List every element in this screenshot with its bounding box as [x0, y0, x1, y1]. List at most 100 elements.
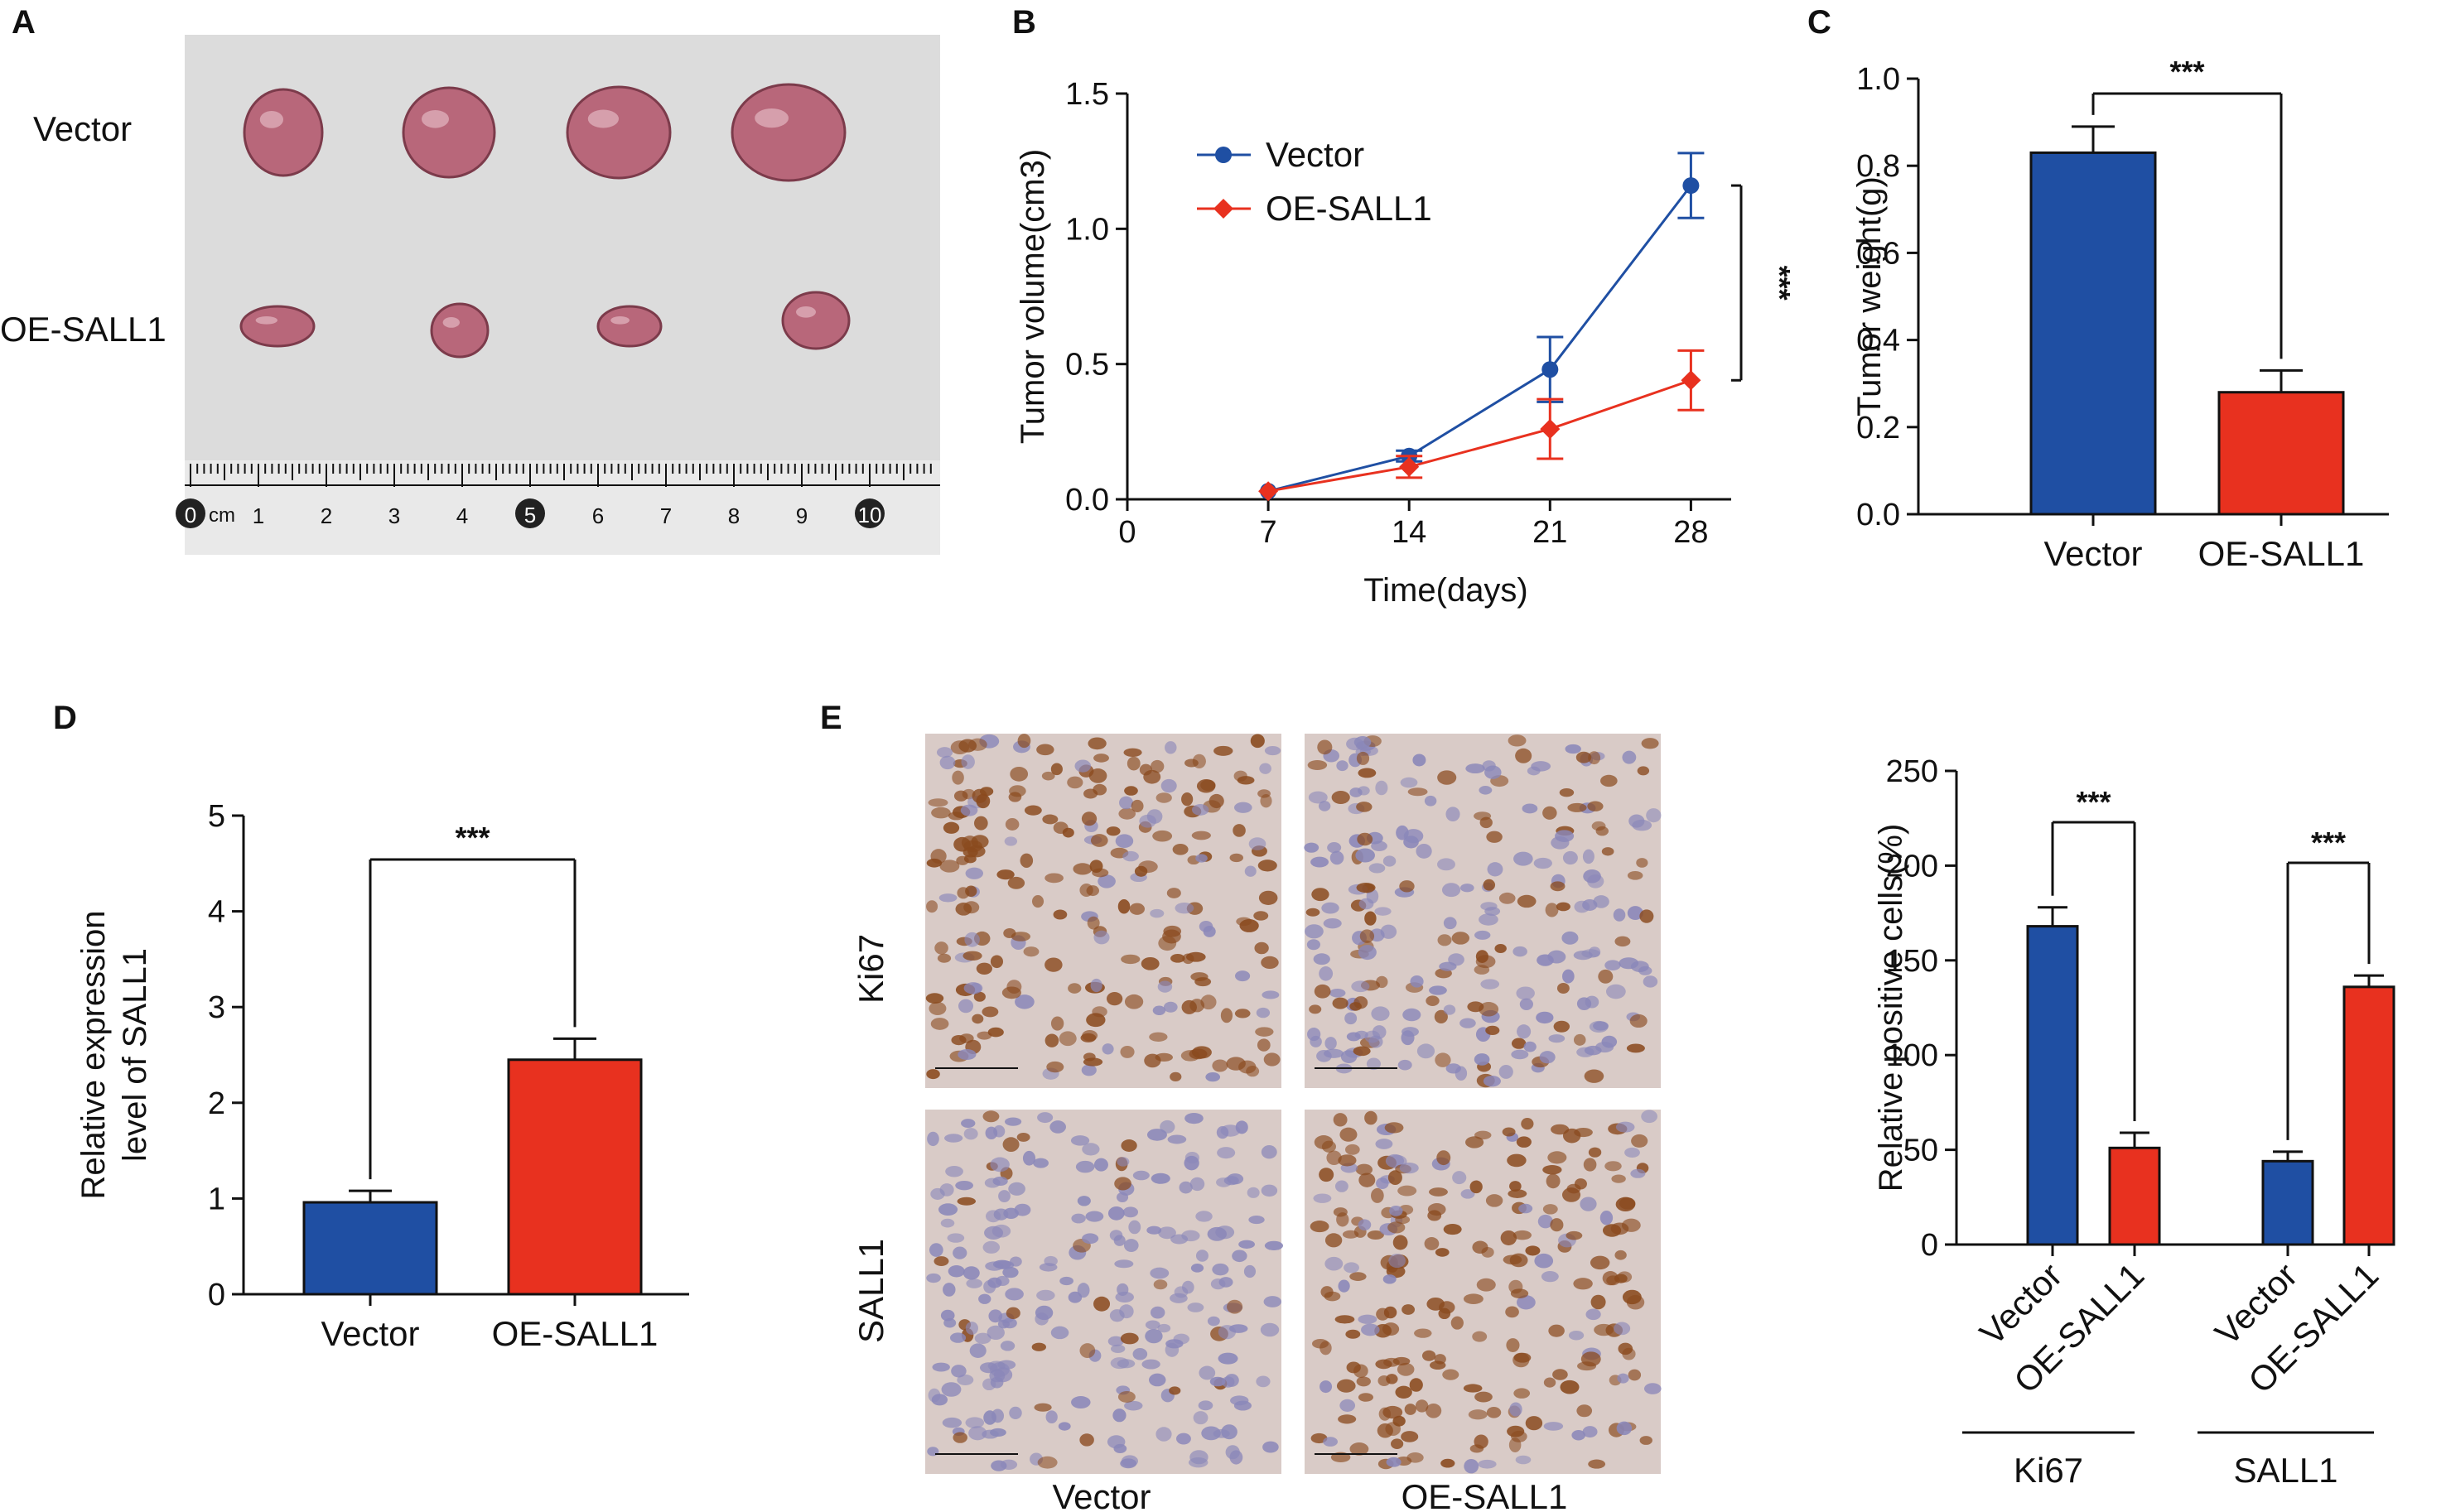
positive-cell	[1006, 980, 1022, 994]
negative-cell	[1188, 1457, 1209, 1468]
negative-cell	[1536, 1011, 1554, 1024]
negative-cell	[1184, 1155, 1199, 1171]
positive-cell	[1486, 831, 1503, 843]
stain-label-sall1: SALL1	[852, 1239, 890, 1343]
positive-cell	[1548, 1324, 1565, 1337]
negative-cell	[1585, 1308, 1601, 1321]
expression-y-tick-label: 5	[208, 799, 225, 834]
negative-cell	[1582, 849, 1594, 864]
negative-cell	[1397, 1059, 1412, 1071]
positive-cell	[1324, 1233, 1343, 1248]
negative-cell	[1233, 802, 1252, 813]
positive-cell	[1181, 792, 1194, 807]
ruler-number: 3	[388, 503, 400, 528]
negative-cell	[927, 1131, 939, 1147]
positive-cell	[1073, 863, 1093, 875]
negative-cell	[1050, 1326, 1069, 1340]
negative-cell	[1372, 1025, 1387, 1039]
positive-cell	[1358, 1393, 1373, 1402]
positive-cell	[1253, 911, 1269, 921]
positive-cell	[1339, 1127, 1358, 1142]
negative-cell	[1230, 1395, 1249, 1406]
positive-cell	[925, 993, 944, 1004]
negative-cell	[951, 1365, 967, 1378]
positive-cell	[1498, 892, 1516, 904]
positive-cell	[1050, 763, 1063, 776]
negative-cell	[1173, 1333, 1190, 1345]
negative-cell	[1071, 1213, 1086, 1224]
positive-cell	[1087, 916, 1100, 930]
positive-cell	[1550, 1218, 1564, 1232]
point-oe-sall1	[1681, 370, 1701, 391]
negative-cell	[939, 755, 956, 770]
weight-y-tick-label: 0.6	[1856, 236, 1900, 271]
negative-cell	[1581, 949, 1600, 958]
negative-cell	[1179, 1181, 1193, 1194]
negative-cell	[1262, 1441, 1279, 1453]
positive-cell	[1311, 888, 1329, 902]
negative-cell	[1316, 1049, 1332, 1062]
positive-cell	[943, 821, 960, 834]
positive-cell	[1349, 1002, 1362, 1011]
positive-cell	[1435, 1052, 1451, 1067]
positive-cell	[1149, 1032, 1168, 1042]
positive-cell	[1507, 1425, 1525, 1437]
negative-cell	[1583, 869, 1601, 884]
negative-cell	[1388, 1253, 1406, 1269]
positive-cell	[1614, 936, 1631, 947]
negative-cell	[1165, 741, 1177, 754]
positive-cell	[1479, 816, 1493, 829]
negative-cell	[1484, 765, 1502, 779]
weight-y-tick-label: 0.2	[1856, 411, 1900, 445]
positive-cell	[1442, 1369, 1459, 1380]
panel-a-photo: 0 1 2 3 4 5 6 7 8 9 10 cm Vector OE-SALL1	[0, 35, 940, 555]
positive-cell	[1255, 1027, 1274, 1037]
tumor-specimen	[430, 302, 490, 359]
negative-cell	[1585, 995, 1599, 1009]
positive-cell	[1358, 768, 1377, 778]
negative-cell	[1044, 1255, 1058, 1267]
negative-cell	[1584, 1045, 1602, 1056]
positive-cell	[1121, 1139, 1137, 1152]
negative-cell	[998, 1190, 1011, 1203]
negative-cell	[1366, 1057, 1381, 1071]
negative-cell	[1441, 883, 1461, 898]
group-label-sall1: SALL1	[2233, 1451, 2337, 1490]
negative-cell	[1107, 1206, 1125, 1221]
weight-y-axis-title: Tumor weight(g)	[1851, 176, 1888, 417]
positive-cell	[1050, 1016, 1064, 1031]
positive-cell	[1155, 792, 1172, 803]
negative-cell	[1376, 1177, 1389, 1190]
positive-cell	[1011, 932, 1031, 941]
negative-cell	[1452, 1171, 1467, 1185]
tumor-specimen	[596, 305, 663, 348]
negative-cell	[1416, 843, 1432, 859]
positive-cell	[996, 869, 1015, 880]
negative-cell	[1561, 931, 1579, 945]
positive-cell	[1401, 1431, 1419, 1442]
negative-cell	[1624, 1147, 1640, 1158]
positive-cell	[1120, 1332, 1139, 1345]
positive-cell	[1556, 982, 1570, 994]
negative-cell	[1355, 848, 1375, 863]
negative-cell	[931, 1394, 948, 1406]
positive-cell	[1594, 1323, 1614, 1336]
negative-cell	[1593, 1021, 1609, 1031]
negative-cell	[983, 1279, 996, 1294]
expression-y-tick-label: 0	[208, 1278, 225, 1312]
negative-cell	[1582, 1426, 1598, 1438]
volume-x-tick-label: 28	[1673, 515, 1708, 550]
tumor-specimens	[239, 83, 851, 359]
negative-cell	[1358, 898, 1374, 910]
negative-cell	[1146, 809, 1163, 824]
positive-cell	[1508, 734, 1527, 747]
negative-cell	[1548, 1034, 1566, 1043]
positive-cell	[1170, 1071, 1182, 1081]
tumor-highlight	[796, 306, 816, 318]
positive-cell	[1189, 1048, 1208, 1060]
tumor-specimen	[239, 305, 316, 348]
positive-cell	[1382, 1405, 1403, 1419]
positive-cell	[1257, 789, 1271, 798]
positive-cell	[965, 885, 977, 897]
